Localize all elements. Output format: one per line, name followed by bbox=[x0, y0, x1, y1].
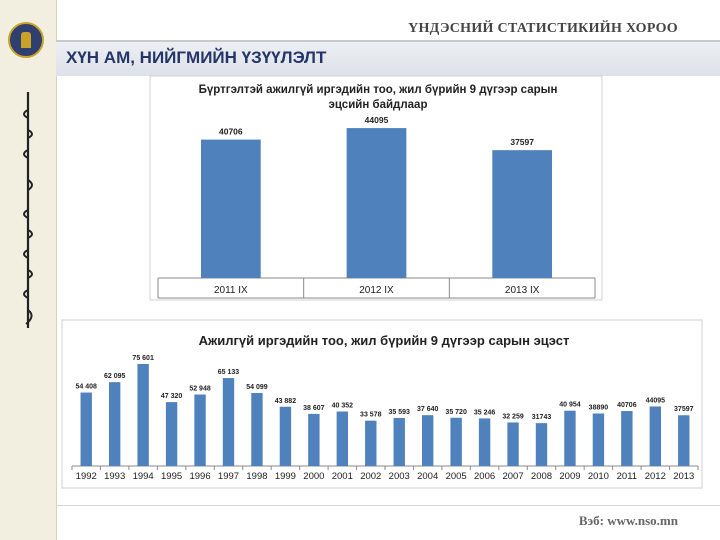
chart-title: Ажилгүй иргэдийн тоо, жил бүрийн 9 дүгээ… bbox=[199, 333, 570, 348]
data-label: 44095 bbox=[365, 115, 389, 125]
data-label: 35 720 bbox=[445, 409, 467, 416]
x-tick-label: 2013 bbox=[673, 471, 694, 482]
chart-bar bbox=[200, 139, 261, 278]
data-label: 52 948 bbox=[189, 386, 211, 393]
title-banner: ХҮН АМ, НИЙГМИЙН ҮЗҮҮЛЭЛТ bbox=[56, 42, 720, 76]
organization-name: ҮНДЭСНИЙ СТАТИСТИКИЙН ХОРОО bbox=[408, 21, 678, 36]
chart-bar bbox=[492, 150, 553, 278]
chart-bar bbox=[108, 382, 121, 466]
chart-title: Бүртгэлтэй ажилгүй иргэдийн тоо, жил бүр… bbox=[199, 84, 558, 96]
chart-bar bbox=[137, 363, 149, 466]
x-tick-label: 2001 bbox=[332, 471, 353, 482]
data-label: 31743 bbox=[532, 414, 552, 421]
data-label: 35 593 bbox=[389, 409, 411, 416]
data-label: 37597 bbox=[510, 137, 534, 147]
x-tick-label: 1992 bbox=[76, 471, 97, 482]
data-label: 44095 bbox=[646, 397, 666, 404]
chart-bar bbox=[279, 406, 292, 466]
x-tick-label: 2011 IX bbox=[214, 285, 248, 296]
x-tick-label: 1996 bbox=[189, 471, 210, 482]
x-tick-label: 2012 IX bbox=[359, 285, 394, 296]
chart-bar bbox=[194, 394, 206, 466]
x-tick-label: 2009 bbox=[559, 471, 580, 482]
sidebar bbox=[0, 0, 57, 540]
x-tick-label: 2013 IX bbox=[505, 285, 540, 296]
chart-bar bbox=[393, 417, 405, 466]
data-label: 75 601 bbox=[132, 355, 154, 362]
x-tick-label: 1993 bbox=[104, 471, 125, 482]
chart-bar bbox=[165, 402, 178, 466]
chart-bar bbox=[346, 128, 407, 278]
x-tick-label: 2003 bbox=[389, 471, 410, 482]
footer-divider bbox=[56, 505, 720, 506]
chart-bar bbox=[678, 415, 690, 466]
x-tick-label: 2008 bbox=[531, 471, 552, 482]
chart-bar bbox=[450, 417, 462, 466]
chart-bar bbox=[308, 413, 320, 466]
x-tick-label: 2007 bbox=[502, 471, 523, 482]
chart-bar bbox=[564, 410, 576, 466]
chart-bar bbox=[222, 378, 235, 466]
chart-bar bbox=[80, 392, 92, 466]
data-label: 47 320 bbox=[161, 393, 183, 400]
x-tick-label: 2000 bbox=[303, 471, 324, 482]
data-label: 33 578 bbox=[360, 412, 382, 419]
x-tick-label: 2002 bbox=[360, 471, 381, 482]
x-tick-label: 2004 bbox=[417, 471, 438, 482]
x-tick-label: 1994 bbox=[133, 471, 154, 482]
data-label: 38890 bbox=[589, 404, 609, 411]
data-label: 38 607 bbox=[303, 405, 325, 412]
data-label: 37597 bbox=[674, 406, 694, 413]
x-tick-label: 1997 bbox=[218, 471, 239, 482]
data-label: 37 640 bbox=[417, 406, 439, 413]
data-label: 54 408 bbox=[76, 384, 98, 391]
x-tick-label: 2006 bbox=[474, 471, 495, 482]
data-label: 65 133 bbox=[218, 369, 240, 376]
x-tick-label: 1995 bbox=[161, 471, 182, 482]
header-divider bbox=[56, 40, 720, 42]
chart-frame bbox=[61, 319, 703, 489]
chart-bar bbox=[507, 422, 519, 466]
data-label: 62 095 bbox=[104, 373, 126, 380]
chart-bar bbox=[251, 392, 263, 466]
chart-bar bbox=[592, 413, 605, 466]
chart-frame bbox=[149, 75, 603, 301]
x-tick-label: 2012 bbox=[645, 471, 666, 482]
data-label: 40706 bbox=[617, 402, 637, 409]
chart-bar bbox=[535, 423, 548, 466]
data-label: 40706 bbox=[219, 127, 243, 137]
chart-bar bbox=[336, 411, 349, 466]
chart-bar bbox=[421, 415, 434, 466]
chart-bar bbox=[478, 418, 491, 466]
data-label: 54 099 bbox=[246, 384, 268, 391]
data-label: 40 954 bbox=[559, 402, 581, 409]
chart-title: эцсийн байдлаар bbox=[329, 99, 428, 111]
mongolian-script-icon bbox=[23, 92, 33, 328]
x-tick-label: 2005 bbox=[446, 471, 467, 482]
data-label: 35 246 bbox=[474, 409, 496, 416]
x-tick-label: 1998 bbox=[246, 471, 267, 482]
chart-bar bbox=[621, 411, 633, 466]
data-label: 43 882 bbox=[275, 398, 297, 405]
state-emblem-icon bbox=[8, 22, 44, 58]
x-tick-label: 1999 bbox=[275, 471, 296, 482]
data-label: 40 352 bbox=[332, 403, 354, 410]
x-tick-label: 2010 bbox=[588, 471, 609, 482]
chart-bar bbox=[365, 420, 377, 466]
page-title: ХҮН АМ, НИЙГМИЙН ҮЗҮҮЛЭЛТ bbox=[66, 48, 327, 67]
website-link[interactable]: Вэб: www.nso.mn bbox=[578, 513, 678, 528]
x-tick-label: 2011 bbox=[617, 471, 637, 482]
chart-bar bbox=[649, 406, 662, 466]
data-label: 32 259 bbox=[502, 413, 524, 420]
